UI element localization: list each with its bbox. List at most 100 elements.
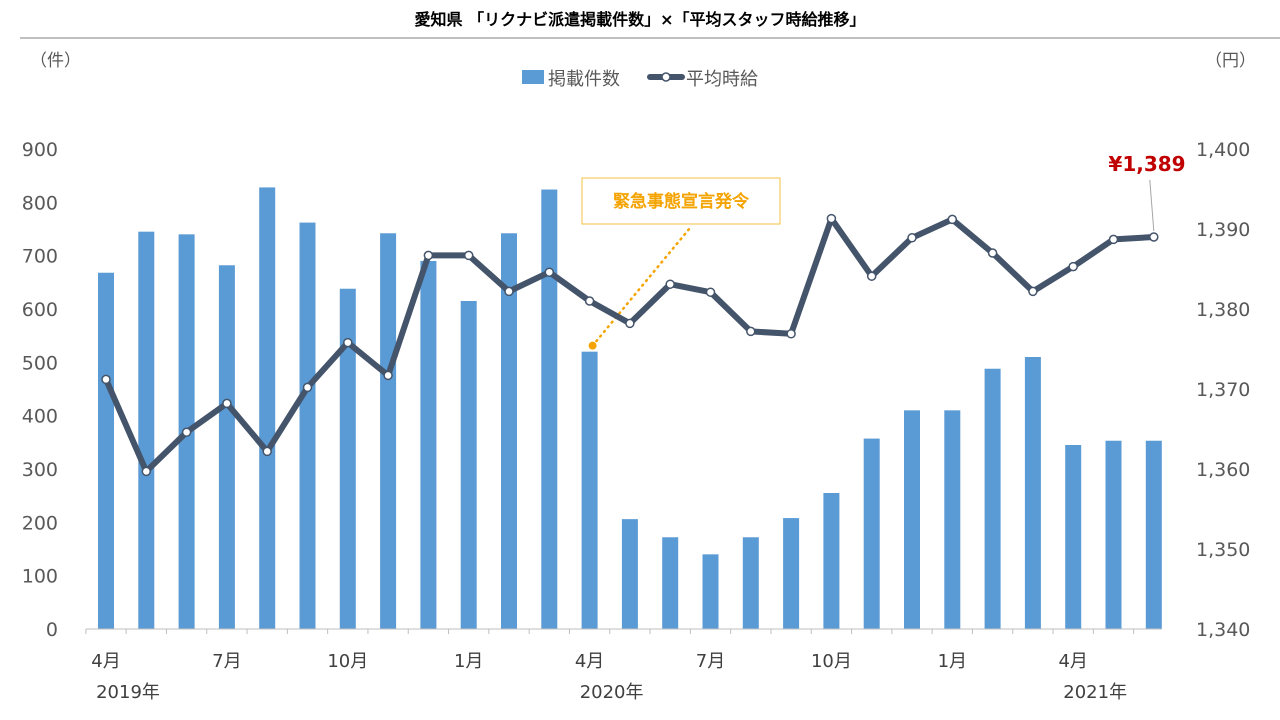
line-point — [947, 214, 958, 225]
line-point — [504, 286, 514, 297]
x-axis-year-label: 2021年 — [1063, 682, 1127, 703]
legend: 掲載件数 平均時給 — [522, 69, 758, 90]
left-axis-tick-label: 200 — [22, 512, 58, 534]
last-value-leader — [1149, 179, 1155, 232]
right-axis-tick-label: 1,340 — [1196, 619, 1250, 641]
left-axis-tick-label: 0 — [46, 619, 58, 641]
line-point — [705, 287, 716, 297]
bar — [1024, 357, 1041, 629]
right-axis-tick-label: 1,400 — [1196, 139, 1250, 161]
left-axis-tick-label: 800 — [22, 192, 58, 214]
legend-swatch-point — [661, 72, 671, 82]
bar — [1105, 440, 1122, 629]
bar — [420, 261, 437, 629]
bar — [460, 301, 477, 629]
bar — [339, 288, 356, 629]
bar — [944, 410, 961, 629]
line-point — [343, 337, 353, 348]
bar-series — [98, 187, 1162, 630]
line-point — [181, 427, 192, 437]
line-point — [866, 271, 877, 281]
line-point — [987, 248, 998, 258]
bar — [581, 351, 598, 629]
bar — [904, 410, 920, 629]
right-axis-unit: （円） — [1205, 51, 1256, 71]
bar — [259, 187, 276, 629]
annotation-label: 緊急事態宣言発令 — [613, 191, 750, 212]
x-axis-month-label: 1月 — [454, 651, 483, 672]
line-point — [1028, 286, 1038, 297]
bar — [98, 272, 114, 629]
line-point — [1149, 232, 1159, 242]
bar — [501, 233, 517, 629]
left-axis-unit: （件） — [30, 51, 81, 71]
line-point — [101, 374, 111, 385]
right-axis-tick-label: 1,350 — [1196, 539, 1250, 561]
x-axis-year-label: 2019年 — [96, 682, 160, 703]
left-axis-tick-label: 500 — [22, 352, 58, 374]
x-axis-month-label: 10月 — [327, 651, 368, 672]
line-point — [262, 446, 272, 457]
bar — [702, 554, 719, 629]
annotation-leader — [591, 226, 692, 347]
legend-label-line: 平均時給 — [686, 69, 758, 90]
line-point — [665, 279, 675, 289]
x-axis-year-label: 2020年 — [580, 682, 644, 703]
x-axis-month-label: 4月 — [575, 651, 604, 672]
bar — [823, 493, 840, 629]
left-axis-tick-label: 700 — [22, 246, 58, 268]
bar — [662, 537, 679, 629]
line-point — [222, 398, 232, 409]
annotation: 緊急事態宣言発令 — [581, 177, 781, 350]
bar — [218, 265, 235, 629]
left-axis-tick-label: 900 — [22, 139, 58, 161]
line-series: ¥1,389 — [101, 152, 1186, 477]
line-point — [584, 296, 595, 306]
bar — [783, 518, 800, 629]
bar — [138, 231, 155, 629]
bar — [621, 519, 638, 629]
chart-title: 愛知県 「リクナビ派遣掲載件数」×「平均スタッフ時給推移」 — [415, 10, 866, 29]
x-axis-month-label: 4月 — [91, 651, 120, 672]
line-point — [786, 329, 796, 339]
line-point — [907, 233, 917, 243]
right-axis-tick-label: 1,360 — [1196, 459, 1250, 481]
x-axis: 4月 7月 10月 1月 4月 7月 10月 1月 4月 2019年 2020年 2021年 — [85, 629, 1135, 703]
annotation-box — [581, 177, 781, 225]
line-point — [746, 326, 756, 337]
left-axis-tick-label: 400 — [22, 406, 58, 428]
line-point — [463, 250, 474, 261]
legend-label-bar: 掲載件数 — [548, 69, 620, 90]
left-axis-tick-label: 300 — [22, 459, 58, 481]
bar — [1145, 440, 1162, 629]
bar — [1065, 445, 1082, 629]
last-value-label: ¥1,389 — [1108, 152, 1185, 176]
left-axis-tick-label: 100 — [22, 566, 58, 588]
bar — [541, 189, 558, 630]
x-axis-month-label: 7月 — [696, 651, 725, 672]
bar — [299, 222, 316, 629]
left-axis-tick-label: 600 — [22, 299, 58, 321]
bar — [380, 233, 397, 629]
bar — [984, 368, 1001, 629]
line-point — [141, 466, 152, 477]
x-axis-month-label: 7月 — [212, 651, 241, 672]
right-axis: 1,340 1,350 1,360 1,370 1,380 1,390 1,400 — [1196, 139, 1250, 641]
line-point — [826, 213, 837, 224]
x-axis-month-label: 4月 — [1058, 651, 1087, 672]
line-point — [383, 370, 393, 381]
line-point — [544, 267, 555, 277]
x-axis-month-label: 10月 — [811, 651, 852, 672]
right-axis-tick-label: 1,380 — [1196, 299, 1250, 321]
left-axis: 0 100 200 300 400 500 600 700 800 900 — [22, 139, 58, 641]
line-point — [1108, 234, 1119, 245]
line-point — [302, 382, 313, 393]
line-point — [1068, 261, 1078, 272]
bar — [742, 537, 759, 629]
right-axis-tick-label: 1,390 — [1196, 219, 1250, 241]
right-axis-tick-label: 1,370 — [1196, 379, 1250, 401]
annotation-dot — [588, 341, 597, 350]
line-point — [423, 250, 434, 261]
x-axis-month-label: 1月 — [938, 651, 967, 672]
